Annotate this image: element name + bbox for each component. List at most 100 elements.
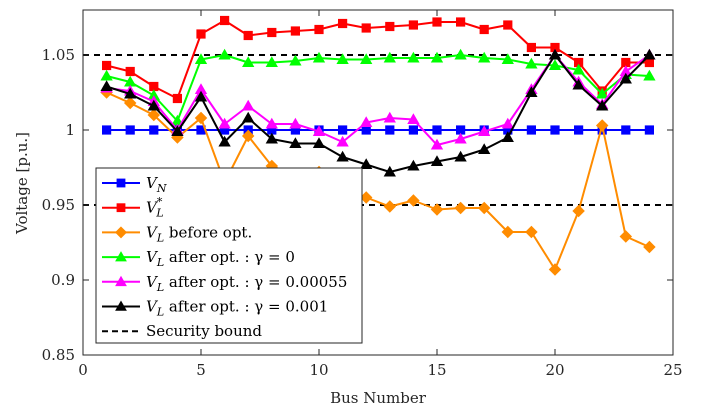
series-v-l-before-opt-point-19 xyxy=(525,225,538,239)
series-v-l-after-opt-0-point-12 xyxy=(360,53,373,64)
x-tick-label-20: 20 xyxy=(545,361,564,379)
x-tick-label-5: 5 xyxy=(196,361,206,379)
series-v-l-before-opt-point-23 xyxy=(619,230,633,243)
x-tick-label-25: 25 xyxy=(663,361,682,379)
legend-item-7: Security bound xyxy=(102,322,262,340)
series-v-l-after-opt-0-001-point-4 xyxy=(171,125,184,136)
series-v-l-after-opt-0-point-15 xyxy=(430,51,444,63)
legend-item-6: VL after opt. : γ = 0.001 xyxy=(102,298,328,319)
series-v-l-point-8 xyxy=(267,27,277,38)
series-v-l-before-opt-point-20 xyxy=(548,263,562,276)
series-v-l-before-opt-line xyxy=(106,91,650,271)
series-v-l-after-opt-0-point-22 xyxy=(596,87,609,99)
series-v-n-point-12 xyxy=(361,125,371,135)
legend-label: VL after opt. : γ = 0.00055 xyxy=(146,273,347,294)
series-v-l-before-opt-point-13 xyxy=(383,200,397,213)
series-v-n-point-24 xyxy=(644,125,655,135)
series-v-l-before-opt xyxy=(100,86,656,276)
series-v-l-after-opt-0-001-point-9 xyxy=(289,137,302,148)
series-v-l-after-opt-0-00055-point-10 xyxy=(312,125,326,136)
series-v-l-after-opt-0-001-point-5 xyxy=(194,90,208,102)
x-tick-label-0: 0 xyxy=(78,361,88,379)
series-v-l-after-opt-0-001-point-16 xyxy=(454,150,467,162)
series-v-l-after-opt-0-001-point-8 xyxy=(265,132,278,144)
series-v-l-after-opt-0-point-16 xyxy=(454,48,467,60)
series-v-l-after-opt-0-001-point-18 xyxy=(501,131,514,142)
series-v-l-before-opt-point-16 xyxy=(454,201,467,215)
legend-swatch-marker xyxy=(115,275,127,287)
series-v-l-point-2 xyxy=(125,66,135,77)
series-v-l-after-opt-0-point-20 xyxy=(548,59,562,70)
series-v-n-point-13 xyxy=(385,125,395,135)
series-v-l-after-opt-0-point-18 xyxy=(501,53,514,64)
series-v-l-after-opt-0-00055-point-7 xyxy=(242,99,255,111)
legend-item-3: VL before opt. xyxy=(102,223,252,244)
series-v-n-point-20 xyxy=(550,125,560,135)
series-v-l-point-19 xyxy=(526,42,537,53)
y-tick-label-0.95: 0.95 xyxy=(42,196,75,214)
series-v-n-point-2 xyxy=(125,125,135,135)
series-v-l-point-4 xyxy=(172,93,182,104)
series-v-l-after-opt-0-point-9 xyxy=(289,54,302,66)
legend-box xyxy=(95,167,363,344)
legend-label: V* L xyxy=(146,196,164,220)
series-v-l-after-opt-0-001 xyxy=(100,48,656,177)
series-v-l-after-opt-0-00055-point-17 xyxy=(478,125,491,136)
series-v-l-after-opt-0-001-point-11 xyxy=(336,150,349,162)
series-v-l-after-opt-0-00055-point-18 xyxy=(501,117,514,129)
legend-label: Security bound xyxy=(146,322,262,340)
y-tick-label-0.9: 0.9 xyxy=(51,271,75,289)
legend-swatch-marker xyxy=(116,178,126,188)
series-v-l-point-9 xyxy=(290,26,301,36)
series-v-l-point-14 xyxy=(408,20,419,30)
axis-tick-labels: 0 5 10 15 20 25 0.85 0.9 0.95 1 1.05 xyxy=(42,46,683,379)
series-v-l-after-opt-0-00055-point-14 xyxy=(407,113,420,124)
series-v-l-after-opt-0-point-6 xyxy=(218,48,231,60)
series-v-l-after-opt-0-001-point-17 xyxy=(478,143,491,154)
series-v-l-after-opt-0-001-point-10 xyxy=(312,137,326,148)
series-v-l-before-opt-point-5 xyxy=(194,111,208,125)
series-v-l-after-opt-0-001-point-12 xyxy=(360,158,373,169)
series-v-l-point-6 xyxy=(219,15,230,26)
series-v-l-after-opt-0-001-point-22 xyxy=(596,99,609,111)
x-tick-label-15: 15 xyxy=(427,361,446,379)
legend-item-4: VL after opt. : γ = 0 xyxy=(102,248,295,269)
series-v-n-point-1 xyxy=(102,125,112,135)
series-v-n-point-15 xyxy=(432,125,442,135)
series-v-l-point-24 xyxy=(644,57,655,68)
series-v-n-point-14 xyxy=(408,125,419,135)
series-v-l-after-opt-0-001-point-7 xyxy=(242,111,255,123)
series-v-l-after-opt-0-point-8 xyxy=(265,56,278,67)
series-v-l-after-opt-0-point-17 xyxy=(478,51,491,63)
legend-swatch-marker xyxy=(115,300,127,311)
series-v-l-after-opt-0-point-13 xyxy=(383,51,396,63)
series-v-l-after-opt-0-001-point-19 xyxy=(525,86,538,97)
series-v-l-point-5 xyxy=(196,29,206,39)
series-v-l-point-16 xyxy=(455,17,466,27)
series-v-l xyxy=(102,15,655,104)
series-v-l-before-opt-point-15 xyxy=(430,203,444,216)
legend-label: VN xyxy=(146,174,167,195)
legend-label: VL after opt. : γ = 0 xyxy=(146,248,295,269)
series-v-l-point-10 xyxy=(314,24,324,35)
series-v-l-after-opt-0-00055-point-6 xyxy=(218,117,231,129)
series-v-l-after-opt-0-00055-point-11 xyxy=(336,135,349,147)
series-v-l-point-17 xyxy=(479,24,489,35)
legend-swatch-marker xyxy=(116,203,126,213)
series-v-l-point-12 xyxy=(361,23,371,33)
series-v-l-after-opt-0-001-point-13 xyxy=(383,165,396,177)
series-v-l-after-opt-0-001-point-2 xyxy=(124,87,137,99)
y-tick-label-0.85: 0.85 xyxy=(42,346,75,364)
series-v-n-point-11 xyxy=(337,125,348,135)
series-v-l-before-opt-point-21 xyxy=(572,204,585,218)
series-v-l-before-opt-point-24 xyxy=(643,240,656,254)
series-v-l-point-13 xyxy=(385,21,395,32)
series-v-l-before-opt-point-18 xyxy=(501,225,515,239)
legend-item-5: VL after opt. : γ = 0.00055 xyxy=(102,273,347,294)
series-v-l-after-opt-0-001-point-15 xyxy=(430,155,444,166)
y-tick-label-1.05: 1.05 xyxy=(42,46,75,64)
series-v-l-point-11 xyxy=(337,18,348,29)
axis-ticks xyxy=(82,10,674,356)
series-v-n-point-19 xyxy=(526,125,537,135)
y-axis-title: Voltage [p.u.] xyxy=(13,132,31,235)
